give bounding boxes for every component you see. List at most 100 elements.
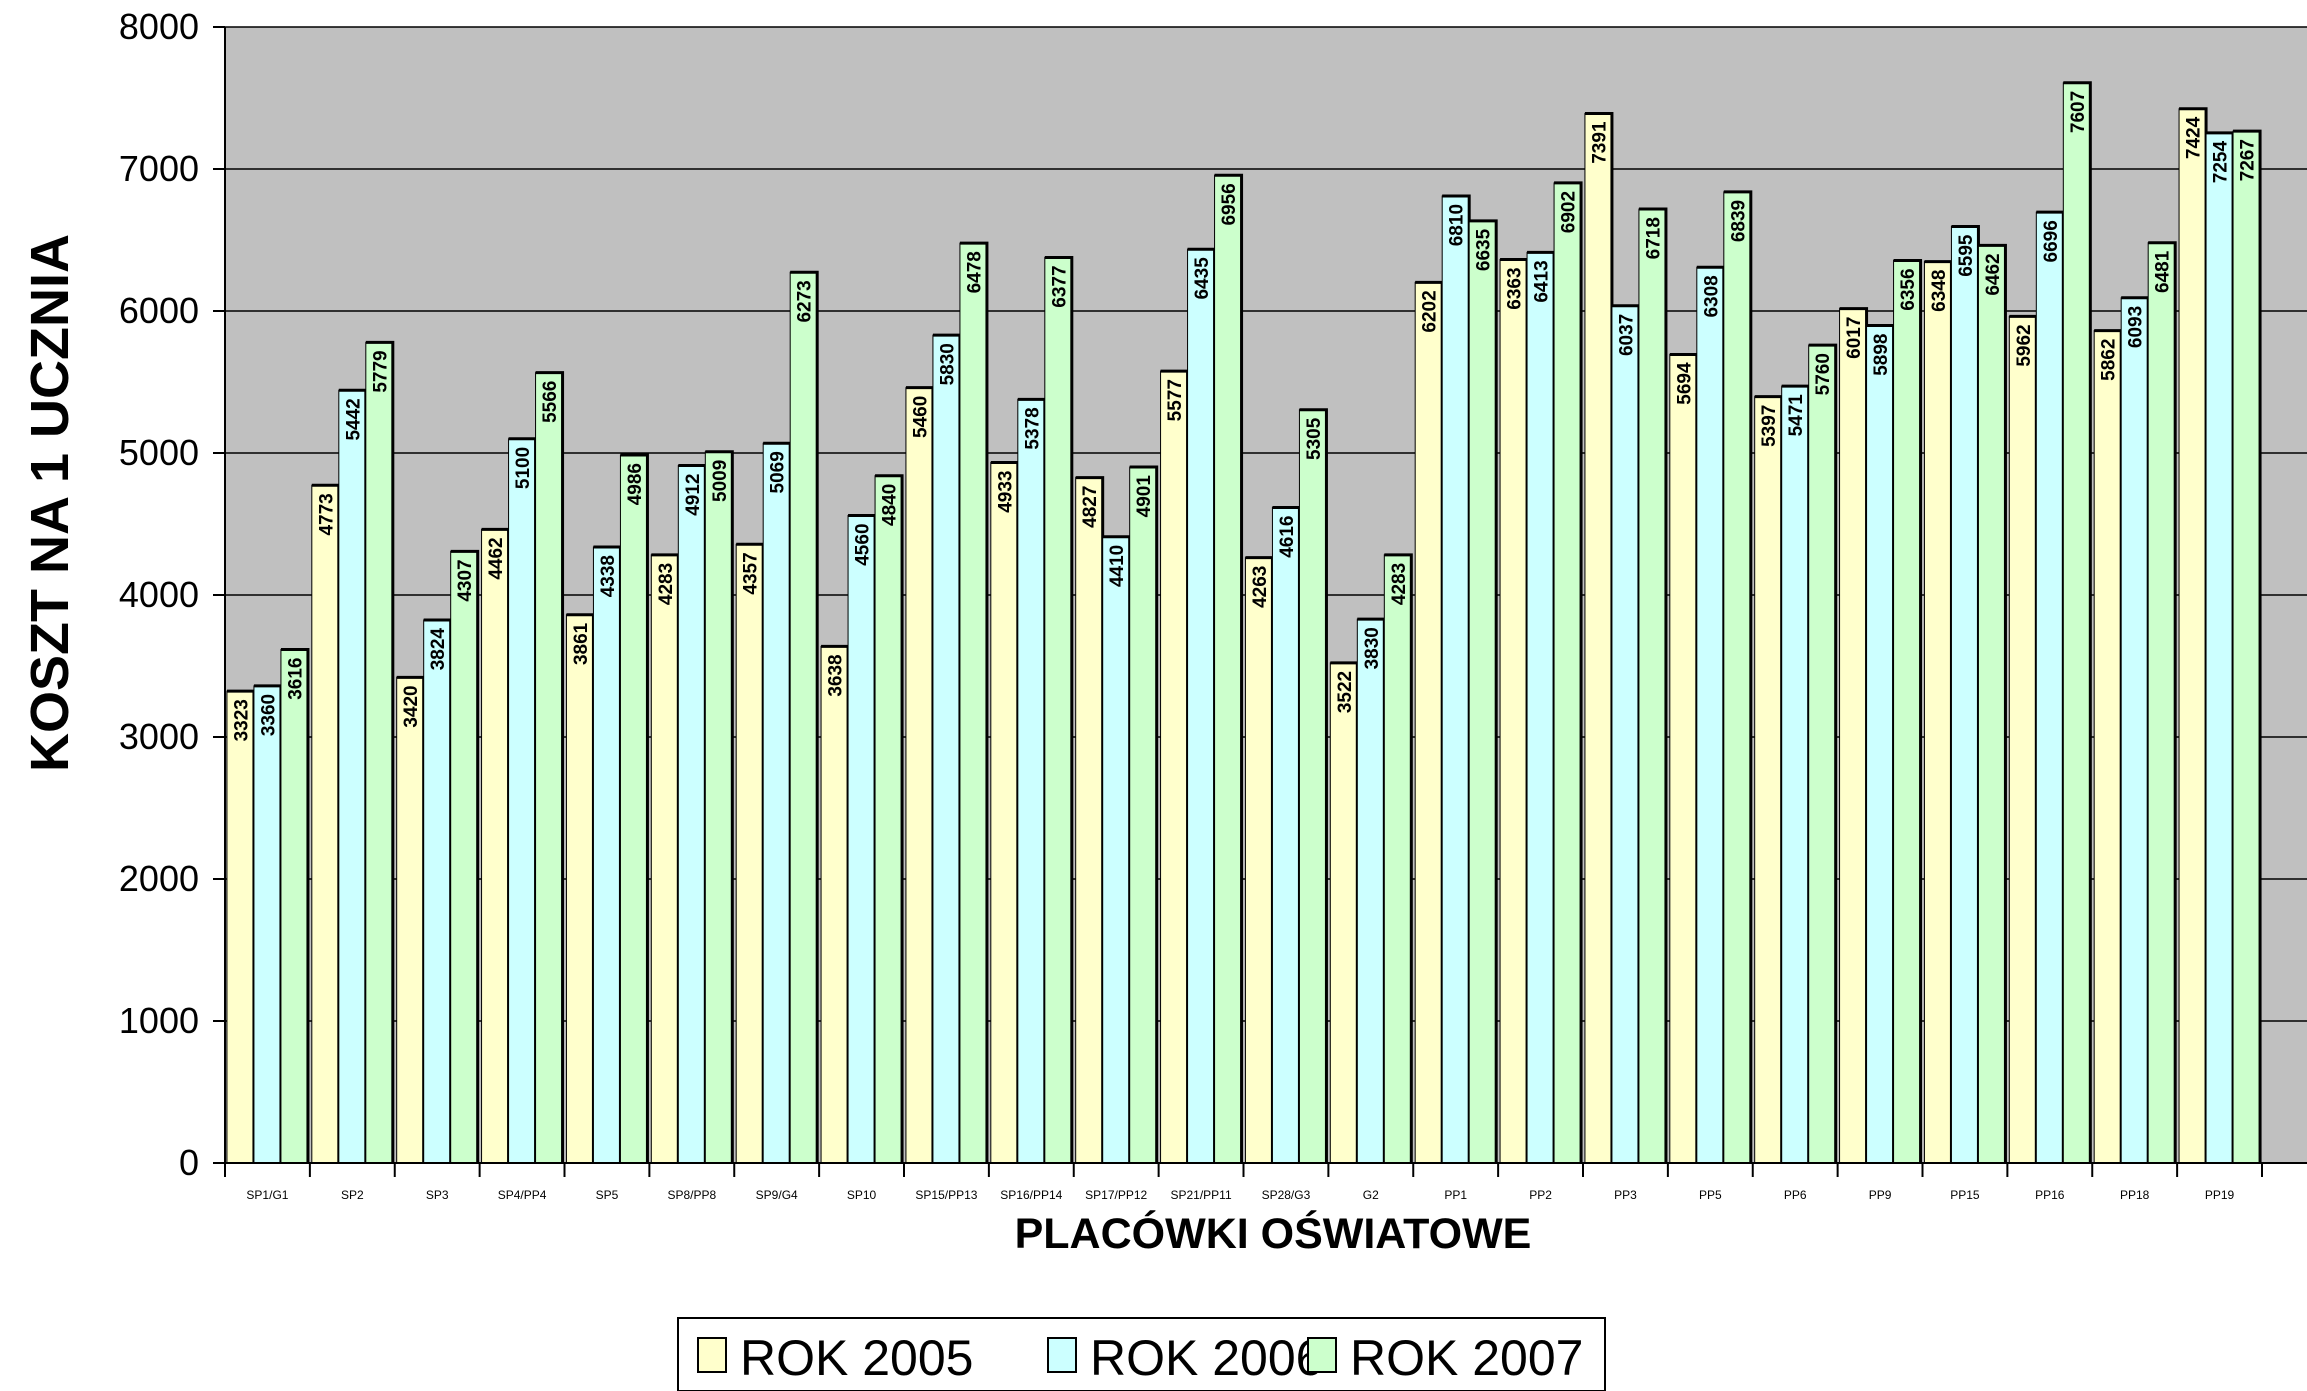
x-tick-label: SP9/G4 xyxy=(756,1188,798,1202)
data-label: 5009 xyxy=(710,460,731,502)
data-label: 5862 xyxy=(2099,339,2120,381)
bar xyxy=(2147,242,2176,1164)
data-label: 4338 xyxy=(598,555,619,597)
data-label: 4283 xyxy=(1389,563,1410,605)
y-axis-title: KOSZT NA 1 UCZNIA xyxy=(20,234,80,772)
bars: 3323 3360 3616 4773 5442 5779 3420 3824 4307 4462… xyxy=(226,81,2262,1164)
bar xyxy=(847,514,876,1164)
bar xyxy=(2178,108,2207,1164)
data-label: 6595 xyxy=(1956,234,1977,277)
bar-shadow xyxy=(1384,553,1413,1163)
bar xyxy=(704,451,733,1164)
data-label: 6462 xyxy=(1983,253,2004,295)
data-label: 6093 xyxy=(2126,306,2147,348)
bar xyxy=(338,389,367,1164)
data-label: 6435 xyxy=(1192,257,1213,300)
bar-shadow xyxy=(1554,181,1583,1163)
x-tick-label: SP5 xyxy=(596,1188,619,1202)
bar xyxy=(1611,305,1640,1164)
x-axis-title: PLACÓWKI OŚWIATOWE xyxy=(1015,1209,1532,1258)
data-label: 6718 xyxy=(1643,217,1664,259)
bar xyxy=(2093,330,2122,1164)
data-label: 7391 xyxy=(1589,121,1610,164)
bar xyxy=(874,475,903,1164)
bar-shadow xyxy=(2233,129,2262,1163)
legend: ROK 2005 ROK 2006 ROK 2007 xyxy=(677,1317,1606,1391)
y-tick-label: 0 xyxy=(179,1142,199,1183)
bar xyxy=(311,484,340,1164)
bar xyxy=(1723,191,1752,1164)
x-tick-label: PP9 xyxy=(1869,1188,1892,1202)
legend-label: ROK 2005 xyxy=(740,1330,973,1386)
bar xyxy=(1214,174,1243,1164)
bar xyxy=(762,442,791,1164)
x-tick-label: SP10 xyxy=(847,1188,877,1202)
data-label: 3360 xyxy=(258,694,279,736)
data-label: 4912 xyxy=(683,473,704,515)
legend-swatch xyxy=(1307,1337,1337,1373)
bar xyxy=(592,546,621,1164)
data-label: 5069 xyxy=(768,451,789,493)
x-tick-label: PP16 xyxy=(2035,1188,2065,1202)
y-tick-label: 6000 xyxy=(119,290,199,331)
data-label: 5694 xyxy=(1674,362,1695,405)
bar-shadow xyxy=(790,270,819,1163)
data-label: 4307 xyxy=(455,559,476,601)
bar-shadow xyxy=(1214,173,1244,1163)
data-label: 6348 xyxy=(1929,270,1950,312)
data-label: 7607 xyxy=(2068,91,2089,133)
data-label: 6635 xyxy=(1474,228,1495,271)
bar xyxy=(820,645,849,1164)
data-label: 6356 xyxy=(1898,268,1919,310)
data-label: 4462 xyxy=(486,537,507,579)
bar xyxy=(1696,266,1725,1164)
bar-shadow xyxy=(705,450,734,1163)
data-label: 4616 xyxy=(1277,516,1298,558)
x-tick-label: SP28/G3 xyxy=(1262,1188,1311,1202)
bar xyxy=(789,271,818,1164)
x-tick-label: PP15 xyxy=(1950,1188,1980,1202)
legend-swatch xyxy=(697,1337,727,1373)
x-tick-label: PP2 xyxy=(1529,1188,1552,1202)
bar-shadow xyxy=(620,453,649,1163)
x-tick-label: PP19 xyxy=(2205,1188,2235,1202)
data-label: 5442 xyxy=(343,398,364,440)
bar-shadow xyxy=(1469,219,1498,1163)
bar-shadow xyxy=(2063,81,2092,1163)
bar-shadow xyxy=(1299,408,1328,1163)
data-label: 6377 xyxy=(1049,265,1070,307)
y-tick-label: 7000 xyxy=(119,148,199,189)
bar xyxy=(1781,385,1810,1164)
data-label: 3638 xyxy=(826,654,847,696)
bar-shadow xyxy=(1893,258,1923,1163)
bar-shadow xyxy=(875,474,904,1163)
data-label: 4357 xyxy=(741,552,762,594)
bar xyxy=(1356,618,1385,1164)
data-label: 5830 xyxy=(937,343,958,385)
bar-shadow xyxy=(1638,207,1668,1163)
data-label: 4933 xyxy=(995,471,1016,513)
bar xyxy=(1383,554,1412,1164)
bar-shadow xyxy=(365,340,395,1163)
data-label: 5305 xyxy=(1304,417,1325,460)
bar xyxy=(1839,308,1868,1164)
data-label: 3830 xyxy=(1362,627,1383,669)
data-label: 6839 xyxy=(1728,200,1749,242)
bar xyxy=(1977,244,2006,1164)
bar xyxy=(1553,182,1582,1164)
x-tick-label: SP4/PP4 xyxy=(498,1188,547,1202)
legend-label: ROK 2006 xyxy=(1090,1330,1323,1386)
data-label: 4263 xyxy=(1250,566,1271,608)
bar xyxy=(1298,409,1327,1164)
bar xyxy=(1187,248,1216,1164)
bar xyxy=(226,690,255,1164)
bar-shadow xyxy=(959,241,989,1163)
bar xyxy=(1271,507,1300,1164)
x-tick-label: SP21/PP11 xyxy=(1170,1188,1231,1202)
bar xyxy=(1638,208,1667,1164)
legend-box xyxy=(677,1317,1606,1391)
data-label: 5100 xyxy=(513,447,534,489)
data-label: 4410 xyxy=(1107,545,1128,587)
bar-shadow xyxy=(2148,241,2177,1163)
